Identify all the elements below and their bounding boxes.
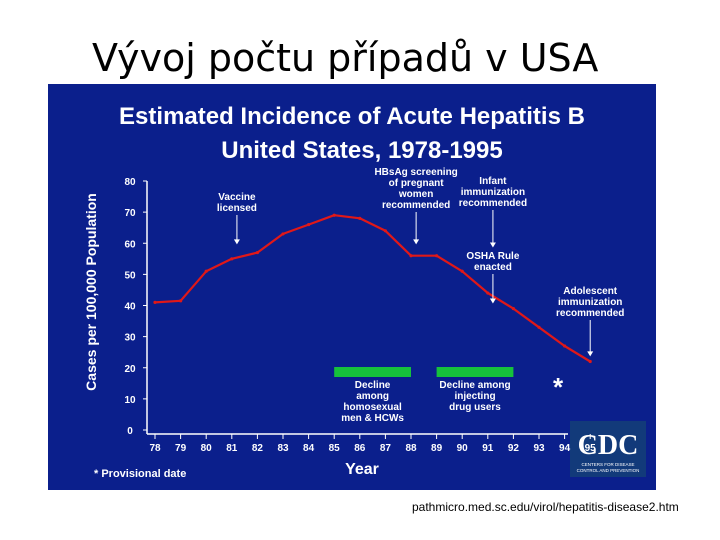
data-point — [588, 359, 592, 364]
annotation-label: recommended — [459, 198, 527, 209]
y-tick-label: 40 — [124, 302, 136, 313]
decline-period-bar — [436, 367, 514, 377]
annotation-label: HBsAg screening — [374, 167, 457, 178]
y-tick-label: 70 — [124, 208, 136, 219]
y-tick-label: 20 — [124, 364, 136, 375]
x-tick-label: 86 — [354, 443, 366, 454]
annotation-label: recommended — [382, 200, 450, 211]
x-tick-label: 87 — [380, 443, 392, 454]
decline-period-label: men & HCWs — [341, 413, 404, 424]
annotation-label: women — [398, 189, 433, 200]
data-point — [563, 344, 567, 348]
decline-period-label: injecting — [454, 391, 495, 402]
x-tick-label: 81 — [226, 443, 238, 454]
data-point — [358, 216, 362, 220]
data-point — [383, 229, 387, 233]
annotation-label: of pregnant — [389, 178, 445, 189]
y-axis-label: Cases per 100,000 Population — [83, 193, 99, 391]
y-tick-label: 50 — [124, 270, 136, 281]
x-tick-label: 90 — [457, 443, 469, 454]
data-point — [409, 254, 413, 258]
annotation-label: Vaccine — [218, 192, 256, 203]
x-tick-label: 91 — [482, 443, 494, 454]
annotation-label: OSHA Rule — [466, 251, 519, 262]
data-point — [435, 254, 439, 258]
annotation-label: Adolescent — [563, 286, 618, 297]
decline-period-label: homosexual — [343, 402, 402, 413]
provisional-asterisk: * — [553, 372, 564, 402]
data-point — [332, 213, 336, 217]
y-tick-label: 60 — [124, 239, 136, 250]
x-tick-label: 83 — [277, 443, 289, 454]
annotation-arrow-head — [489, 298, 496, 304]
chart-panel: Estimated Incidence of Acute Hepatitis B… — [48, 84, 656, 490]
data-point — [179, 299, 183, 303]
hepatitis-chart: Estimated Incidence of Acute Hepatitis B… — [83, 103, 646, 480]
x-tick-label: 82 — [252, 443, 264, 454]
decline-period-bar — [334, 367, 411, 377]
annotation-label: immunization — [461, 187, 525, 198]
annotation-label: immunization — [558, 297, 622, 308]
x-tick-label: 93 — [533, 443, 545, 454]
decline-period-label: Decline among — [439, 380, 510, 391]
data-point — [307, 222, 311, 227]
annotation-label: enacted — [474, 262, 512, 273]
x-tick-label: 85 — [329, 443, 341, 454]
incidence-line — [154, 214, 591, 363]
annotation-label: Infant — [479, 176, 507, 187]
source-url: pathmicro.med.sc.edu/virol/hepatitis-dis… — [412, 500, 679, 514]
decline-period-label: Decline — [355, 380, 391, 391]
y-tick-label: 80 — [124, 177, 136, 188]
x-tick-label: 80 — [201, 443, 213, 454]
annotation-label: licensed — [217, 203, 257, 214]
chart-subtitle: United States, 1978-1995 — [221, 137, 502, 164]
x-tick-label: 88 — [405, 443, 417, 454]
data-point — [486, 291, 490, 295]
data-point — [153, 300, 157, 304]
footnote: * Provisional date — [94, 468, 186, 480]
x-tick-label: 84 — [303, 443, 315, 454]
x-tick-label: 92 — [508, 443, 520, 454]
decline-period-label: among — [356, 391, 389, 402]
y-tick-label: 30 — [124, 333, 136, 344]
data-point — [204, 269, 208, 273]
cdc-logo-subtext-1: CENTERS FOR DISEASE — [581, 462, 634, 467]
data-point — [255, 250, 259, 255]
x-tick-label: 78 — [149, 443, 161, 454]
y-tick-label: 10 — [124, 395, 136, 406]
cdc-logo-text: CDC — [578, 430, 639, 461]
x-tick-label: 94 — [559, 443, 571, 454]
y-tick-label: 0 — [127, 426, 133, 437]
data-point — [281, 232, 285, 236]
annotation-arrow-head — [489, 242, 496, 248]
slide-title: Vývoj počtu případů v USA — [92, 36, 599, 80]
data-point — [537, 325, 541, 329]
decline-period-label: drug users — [449, 402, 501, 413]
data-point — [230, 257, 234, 261]
data-point — [511, 307, 515, 311]
x-tick-label: 79 — [175, 443, 187, 454]
annotation-arrow-head — [413, 239, 420, 245]
x-axis-label: Year — [345, 461, 379, 478]
cdc-logo-subtext-2: CONTROL AND PREVENTION — [577, 468, 640, 473]
cdc-logo: CDC CENTERS FOR DISEASE CONTROL AND PREV… — [570, 421, 646, 477]
cdc-logo-bg — [570, 421, 646, 477]
x-tick-label: 95 — [585, 443, 597, 454]
data-point — [460, 269, 464, 273]
chart-title: Estimated Incidence of Acute Hepatitis B — [119, 103, 585, 130]
annotation-arrow-head — [587, 351, 594, 357]
annotation-arrow-head — [233, 239, 240, 245]
annotation-label: recommended — [556, 308, 624, 319]
x-tick-label: 89 — [431, 443, 443, 454]
